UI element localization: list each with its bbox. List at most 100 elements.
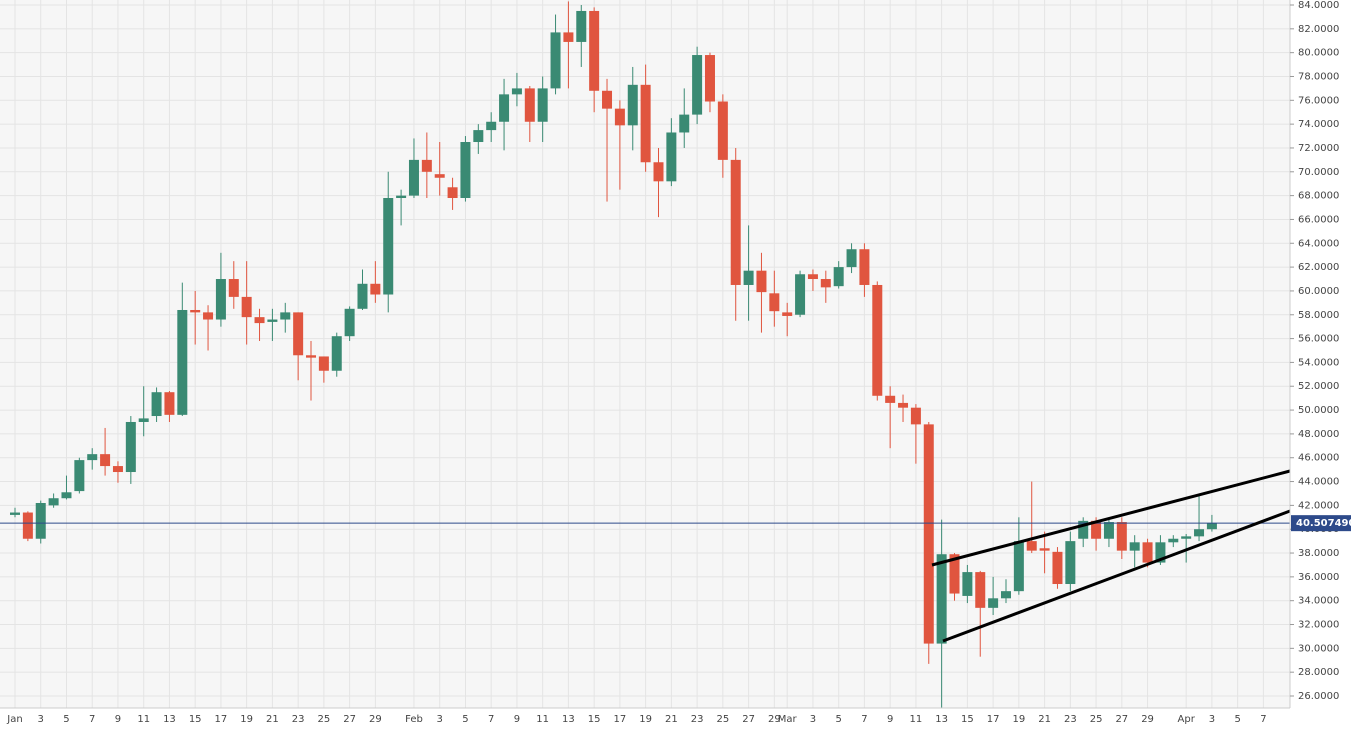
candle-body (190, 309, 201, 313)
candle-body (936, 554, 947, 644)
y-tick-label: 32.0000 (1298, 620, 1339, 631)
candle-body (898, 402, 909, 408)
candle-body (357, 283, 368, 309)
y-tick-label: 42.0000 (1298, 500, 1339, 511)
candle-body (486, 121, 497, 131)
y-tick-label: 68.0000 (1298, 191, 1339, 202)
candle-body (318, 356, 329, 371)
candle-body (885, 395, 896, 403)
candle-body (537, 88, 548, 122)
candle-body (280, 312, 291, 320)
candle-body (344, 308, 355, 337)
y-tick-label: 48.0000 (1298, 429, 1339, 440)
candle-body (434, 174, 445, 178)
y-tick-label: 82.0000 (1298, 24, 1339, 35)
y-tick-label: 60.0000 (1298, 286, 1339, 297)
candle-body (1206, 523, 1217, 530)
x-tick-label: 13 (562, 714, 575, 725)
candle-body (1103, 522, 1114, 539)
x-tick-label: 19 (240, 714, 253, 725)
candle-body (447, 187, 458, 199)
candle-body (1155, 542, 1166, 563)
candle-body (1039, 548, 1050, 551)
trend-line-upper (931, 469, 1291, 567)
x-tick-label: 29 (369, 714, 382, 725)
y-tick-label: 30.0000 (1298, 643, 1339, 654)
candle-body (872, 284, 883, 396)
candle-body (35, 502, 46, 539)
candle-body (627, 84, 638, 126)
candle-body (383, 198, 394, 295)
candle-body (679, 114, 690, 133)
candle-body (795, 274, 806, 315)
x-tick-label: 7 (488, 714, 494, 725)
candle-body (87, 454, 98, 461)
x-tick-label: 21 (665, 714, 678, 725)
x-tick-label: Mar (778, 714, 798, 725)
candle-body (331, 336, 342, 371)
x-tick-label: 19 (1012, 714, 1025, 725)
x-tick-label: 15 (961, 714, 974, 725)
y-tick-label: 64.0000 (1298, 238, 1339, 249)
x-tick-label: 5 (1234, 714, 1240, 725)
x-tick-label: Apr (1178, 714, 1196, 725)
y-tick-label: 66.0000 (1298, 214, 1339, 225)
x-tick-label: 23 (292, 714, 305, 725)
y-tick-label: 80.0000 (1298, 48, 1339, 59)
x-tick-label: 29 (1141, 714, 1154, 725)
x-tick-label: 3 (1209, 714, 1215, 725)
x-tick-label: 17 (614, 714, 627, 725)
candle-body (1065, 541, 1076, 585)
candle-body (1013, 541, 1024, 592)
candle-body (614, 108, 625, 126)
candle-body (293, 312, 304, 356)
x-tick-label: Jan (6, 714, 22, 725)
y-tick-label: 50.0000 (1298, 405, 1339, 416)
x-tick-label: 13 (935, 714, 948, 725)
x-tick-label: 21 (266, 714, 279, 725)
candle-body (125, 421, 136, 473)
candle-body (589, 10, 600, 91)
candle-body (1129, 542, 1140, 551)
x-tick-label: 9 (115, 714, 121, 725)
candle-body (460, 142, 471, 199)
candle-body (396, 195, 407, 199)
y-tick-label: 52.0000 (1298, 381, 1339, 392)
candle-body (408, 159, 419, 196)
candle-body (61, 492, 72, 499)
candle-body (769, 293, 780, 312)
candle-body (717, 101, 728, 160)
x-tick-label: Feb (405, 714, 423, 725)
candle-body (975, 572, 986, 608)
candle-body (550, 32, 561, 89)
candle-body (756, 270, 767, 293)
candle-body (730, 159, 741, 285)
candle-body (254, 317, 265, 324)
candle-body (228, 279, 239, 297)
candle-body (576, 10, 587, 42)
x-tick-label: 25 (1090, 714, 1103, 725)
y-tick-label: 46.0000 (1298, 453, 1339, 464)
candle-body (74, 460, 85, 492)
candle-body (1142, 542, 1153, 563)
candle-body (1000, 591, 1011, 599)
candle-body (820, 279, 831, 288)
candle-body (499, 94, 510, 122)
y-tick-label: 62.0000 (1298, 262, 1339, 273)
x-tick-label: 5 (462, 714, 468, 725)
y-tick-label: 34.0000 (1298, 596, 1339, 607)
candle-body (306, 355, 317, 358)
candle-body (640, 84, 651, 163)
candle-body (151, 392, 162, 417)
x-tick-label: 27 (742, 714, 755, 725)
x-tick-label: 17 (215, 714, 228, 725)
y-tick-label: 72.0000 (1298, 143, 1339, 154)
y-tick-label: 28.0000 (1298, 667, 1339, 678)
candle-body (949, 554, 960, 594)
x-tick-label: 21 (1038, 714, 1051, 725)
y-tick-label: 74.0000 (1298, 119, 1339, 130)
x-tick-label: 7 (861, 714, 867, 725)
x-tick-label: 15 (588, 714, 601, 725)
x-tick-label: 17 (987, 714, 1000, 725)
x-tick-label: 11 (536, 714, 549, 725)
